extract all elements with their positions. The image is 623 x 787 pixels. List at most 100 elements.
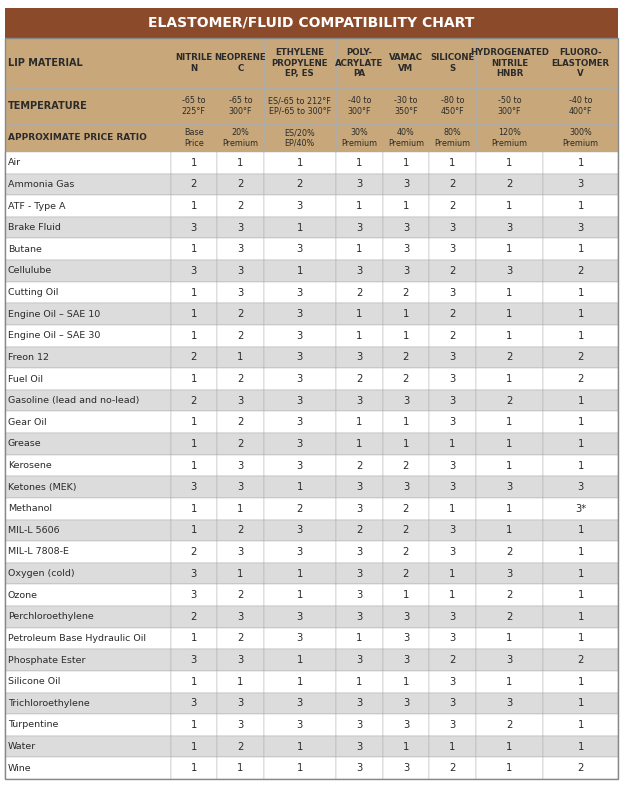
Text: 1: 1 (402, 158, 409, 168)
Bar (336, 390, 383, 412)
Text: 30%
Premium: 30% Premium (341, 128, 378, 148)
Bar (429, 38, 476, 88)
Text: MIL-L 5606: MIL-L 5606 (8, 526, 60, 535)
Text: 2: 2 (191, 179, 197, 190)
Text: 1: 1 (402, 417, 409, 427)
Bar (383, 563, 429, 585)
Text: 3: 3 (297, 720, 303, 730)
Bar (264, 152, 336, 174)
Bar (476, 476, 543, 498)
Bar (217, 217, 264, 238)
Bar (383, 736, 429, 757)
Text: 3: 3 (356, 482, 363, 492)
Bar (264, 238, 336, 260)
Text: 80%
Premium: 80% Premium (434, 128, 470, 148)
Text: 1: 1 (578, 309, 584, 320)
Text: Base
Price: Base Price (184, 128, 204, 148)
Bar (383, 368, 429, 390)
Text: 2: 2 (356, 460, 363, 471)
Text: 3: 3 (237, 244, 244, 254)
Bar (264, 195, 336, 217)
Bar (171, 433, 217, 455)
Text: ES/20%
EP/40%: ES/20% EP/40% (285, 128, 315, 148)
Text: 3: 3 (578, 223, 584, 233)
Bar (336, 152, 383, 174)
Text: 2: 2 (237, 417, 244, 427)
Text: 2: 2 (578, 374, 584, 384)
Bar (543, 38, 618, 88)
Bar (264, 563, 336, 585)
Bar (5, 152, 171, 174)
Bar (5, 217, 171, 238)
Bar (217, 88, 264, 124)
Bar (476, 736, 543, 757)
Text: 3: 3 (237, 720, 244, 730)
Text: ETHYLENE
PROPYLENE
EP, ES: ETHYLENE PROPYLENE EP, ES (272, 48, 328, 78)
Bar (429, 412, 476, 433)
Text: 3: 3 (356, 223, 363, 233)
Text: 1: 1 (506, 287, 513, 297)
Text: 2: 2 (356, 526, 363, 535)
Bar (217, 260, 264, 282)
Text: 1: 1 (191, 741, 197, 752)
Text: 3: 3 (237, 611, 244, 622)
Bar (5, 8, 618, 38)
Text: 1: 1 (506, 504, 513, 514)
Bar (217, 346, 264, 368)
Bar (476, 757, 543, 779)
Text: 1: 1 (402, 590, 409, 600)
Bar (5, 238, 171, 260)
Bar (217, 238, 264, 260)
Text: 1: 1 (191, 439, 197, 449)
Bar (429, 152, 476, 174)
Text: 3: 3 (356, 741, 363, 752)
Text: FLUORO-
ELASTOMER
V: FLUORO- ELASTOMER V (551, 48, 610, 78)
Bar (429, 325, 476, 346)
Text: 3: 3 (578, 179, 584, 190)
Text: MIL-L 7808-E: MIL-L 7808-E (8, 548, 69, 556)
Text: Ozone: Ozone (8, 591, 38, 600)
Text: Phosphate Ester: Phosphate Ester (8, 656, 85, 664)
Text: 3: 3 (506, 482, 513, 492)
Text: 2: 2 (449, 763, 455, 773)
Bar (429, 714, 476, 736)
Bar (217, 476, 264, 498)
Bar (476, 346, 543, 368)
Bar (383, 649, 429, 671)
Bar (336, 88, 383, 124)
Text: 1: 1 (297, 568, 303, 578)
Bar (171, 346, 217, 368)
Bar (171, 606, 217, 628)
Bar (383, 541, 429, 563)
Bar (476, 498, 543, 519)
Bar (336, 498, 383, 519)
Text: 1: 1 (191, 331, 197, 341)
Bar (429, 563, 476, 585)
Bar (336, 714, 383, 736)
Text: 3: 3 (297, 526, 303, 535)
Text: 1: 1 (578, 590, 584, 600)
Bar (383, 346, 429, 368)
Bar (429, 260, 476, 282)
Text: 3: 3 (297, 353, 303, 362)
Bar (429, 693, 476, 714)
Bar (543, 390, 618, 412)
Text: 3: 3 (297, 417, 303, 427)
Bar (5, 519, 171, 541)
Bar (171, 563, 217, 585)
Text: 1: 1 (506, 331, 513, 341)
Text: 3: 3 (356, 266, 363, 276)
Bar (336, 238, 383, 260)
Bar (5, 563, 171, 585)
Bar (383, 585, 429, 606)
Text: Wine: Wine (8, 763, 32, 773)
Text: -65 to
300°F: -65 to 300°F (229, 96, 252, 116)
Text: 1: 1 (191, 763, 197, 773)
Text: 3: 3 (403, 763, 409, 773)
Text: 3: 3 (237, 547, 244, 557)
Text: 1: 1 (578, 547, 584, 557)
Text: Brake Fluid: Brake Fluid (8, 224, 61, 232)
Text: 3: 3 (403, 720, 409, 730)
Bar (543, 346, 618, 368)
Text: 1: 1 (297, 482, 303, 492)
